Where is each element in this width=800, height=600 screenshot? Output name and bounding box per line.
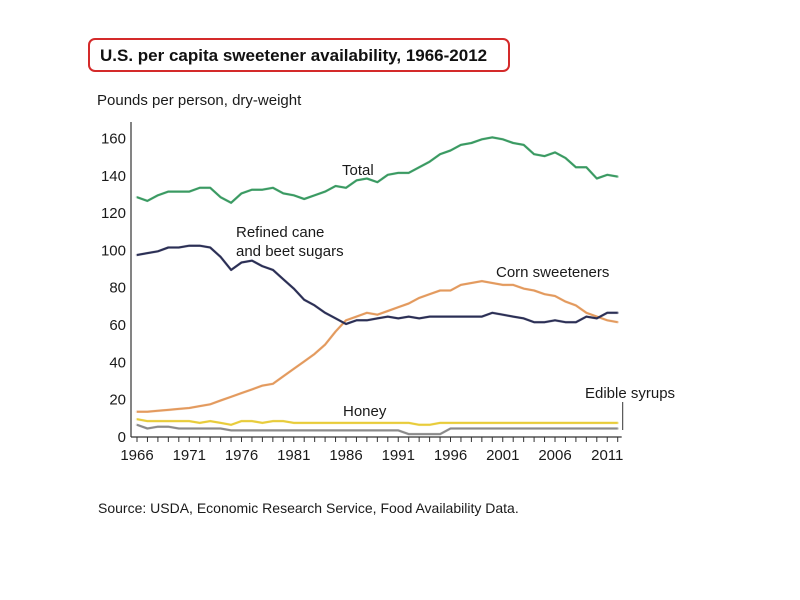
- y-tick-label: 20: [109, 392, 126, 409]
- x-tick-label: 1996: [434, 447, 467, 464]
- series-line-refined-cane-and-beet-sugars: [136, 244, 618, 325]
- label-honey: Honey: [343, 403, 387, 420]
- y-tick-label: 100: [101, 242, 126, 259]
- x-tick-label: 2006: [538, 447, 571, 464]
- series-line-honey: [136, 418, 618, 426]
- label-refined-sugars-line2: and beet sugars: [236, 243, 344, 260]
- x-tick-label: 1966: [120, 447, 153, 464]
- x-tick-label: 1971: [173, 447, 206, 464]
- y-tick-label: 160: [101, 130, 126, 147]
- y-tick-label: 60: [109, 317, 126, 334]
- x-tick-label: 1981: [277, 447, 310, 464]
- series-line-corn-sweeteners: [137, 280, 618, 413]
- x-tick-label: 2001: [486, 447, 519, 464]
- label-corn-sweeteners: Corn sweeteners: [496, 264, 609, 281]
- source-note: Source: USDA, Economic Research Service,…: [98, 500, 519, 516]
- y-axis-label: Pounds per person, dry-weight: [97, 92, 302, 109]
- label-refined-sugars-line1: Refined cane: [236, 224, 324, 241]
- chart-title-box: U.S. per capita sweetener availability, …: [88, 38, 510, 72]
- x-tick-label: 1976: [225, 447, 258, 464]
- label-edible-syrups: Edible syrups: [585, 385, 675, 402]
- x-tick-label: 1991: [382, 447, 415, 464]
- chart-title: U.S. per capita sweetener availability, …: [100, 46, 488, 65]
- series-glow-total: [135, 136, 620, 205]
- y-tick-label: 40: [109, 354, 126, 371]
- x-tick-label: 2011: [591, 447, 623, 464]
- label-total: Total: [342, 162, 374, 179]
- series-glow-corn-sweeteners: [135, 279, 620, 414]
- series-glow-refined-cane-and-beet-sugars: [135, 244, 620, 326]
- y-tick-label: 80: [109, 280, 126, 297]
- y-tick-label: 0: [118, 429, 126, 446]
- y-tick-label: 120: [101, 205, 126, 222]
- x-tick-label: 1986: [329, 447, 362, 464]
- series-line-edible-syrups: [136, 423, 618, 436]
- y-tick-label: 140: [101, 168, 126, 185]
- series-line-total: [136, 136, 618, 204]
